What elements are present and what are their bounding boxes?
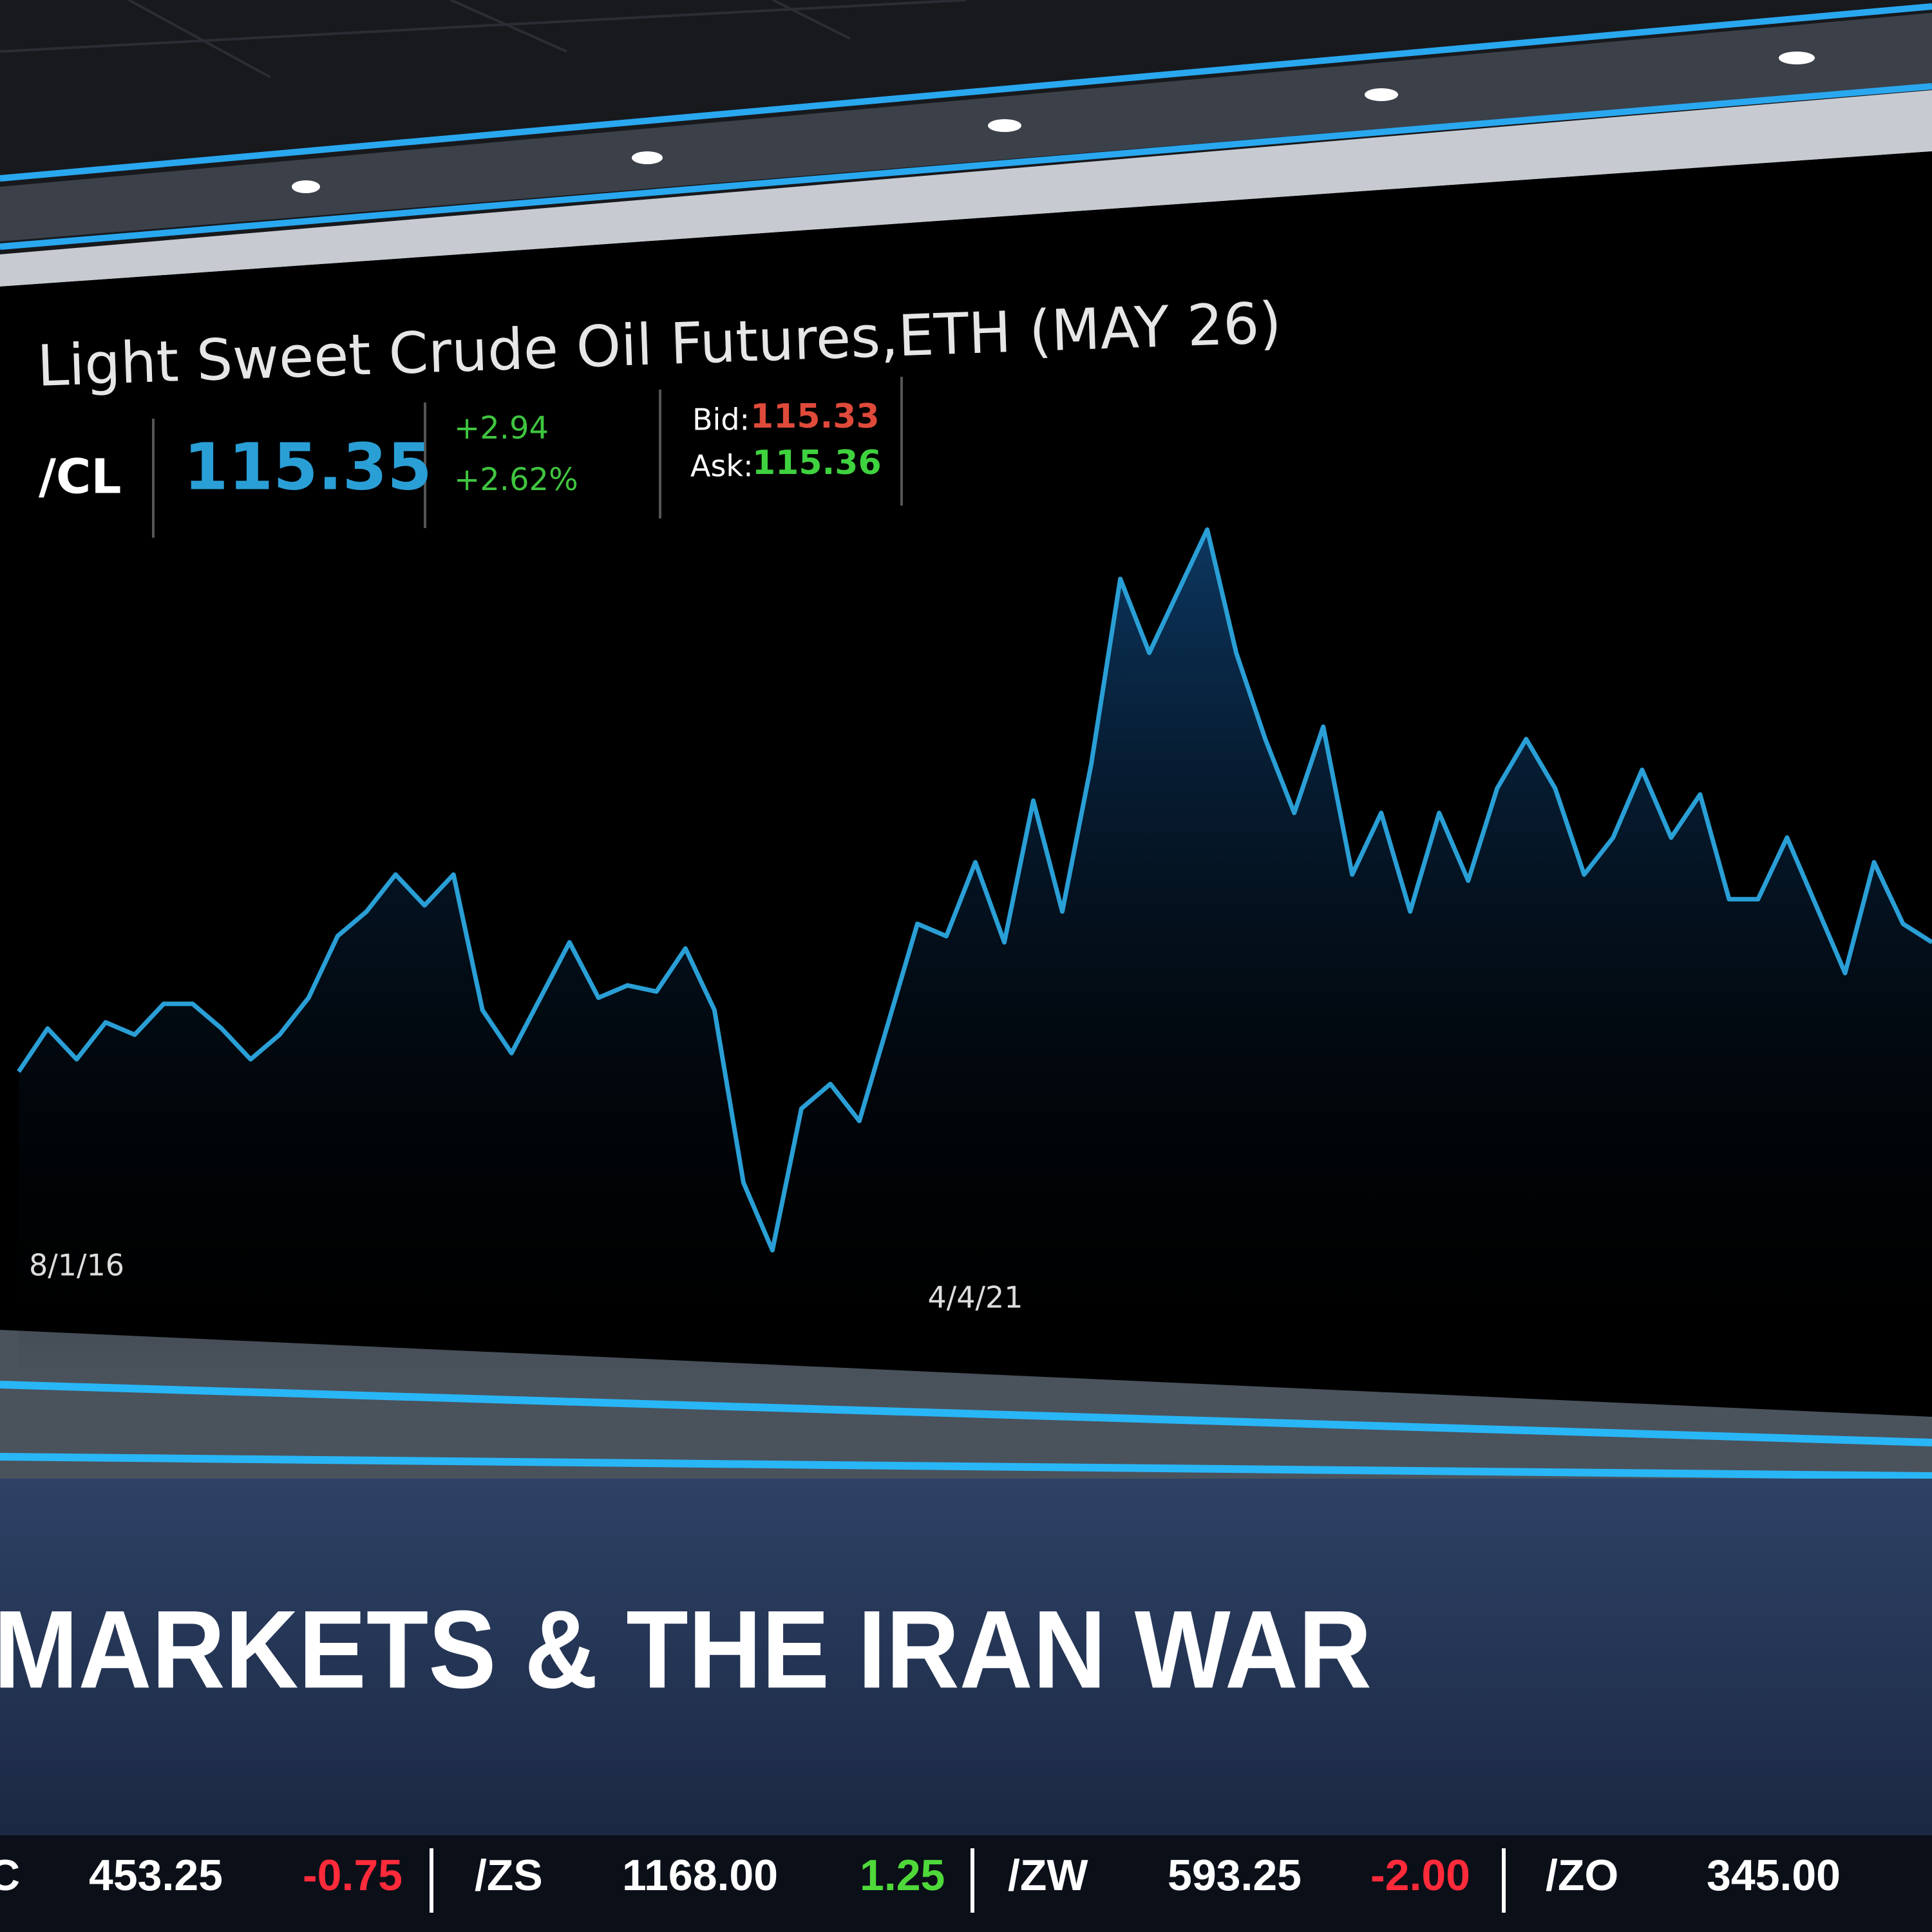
ticker-price: 1168.00: [622, 1851, 778, 1900]
percent-change: +2.62%: [454, 462, 578, 498]
bid-label: Bid:: [692, 402, 750, 437]
lower-third: [0, 1479, 1932, 1835]
chart: 8/1/16 4/4/21: [17, 527, 1932, 1385]
light-strip: [0, 1453, 1932, 1480]
ask-label: Ask:: [690, 449, 753, 484]
light-strip: [0, 3, 1932, 182]
ticker: C 453.25 -0.75/ZS 1168.00 1.25/ZW 593.25 -2.00…: [0, 1848, 1841, 1913]
ticker-symbol: /ZW: [1008, 1851, 1088, 1900]
light-strip: [0, 83, 1932, 250]
headline: MARKETS & THE IRAN WAR: [0, 1587, 1372, 1711]
area: [19, 529, 1932, 1385]
ticker-symbol: /ZO: [1546, 1851, 1618, 1900]
ticker-change: 1.25: [860, 1851, 945, 1900]
ceiling-lights: [292, 52, 1815, 193]
ticker-change: -0.75: [303, 1851, 402, 1900]
ticker-bar: [0, 1835, 1932, 1932]
quote-dividers: [152, 377, 903, 538]
screen-frame: [0, 90, 1932, 287]
x-tick-label: 8/1/16: [29, 1248, 124, 1283]
price-line: [17, 527, 1932, 1253]
symbol: /CL: [39, 450, 122, 505]
ticker-price: 593.25: [1168, 1851, 1302, 1900]
ceiling-grid: [0, 0, 967, 79]
last-price: 115.35: [184, 429, 432, 504]
net-change: +2.94: [454, 410, 549, 446]
ticker-change: -2.00: [1370, 1851, 1470, 1900]
light-strip: [0, 1381, 1932, 1446]
x-tick-label: 4/4/21: [927, 1280, 1023, 1314]
ceiling-band: [0, 13, 1932, 242]
ticker-price: 453.25: [89, 1851, 223, 1900]
ticker-symbol: C: [0, 1851, 20, 1900]
ticker-price: 345.00: [1707, 1851, 1841, 1900]
bid: 115.33: [750, 397, 880, 436]
ask: 115.36: [752, 444, 882, 482]
ticker-symbol: /ZS: [475, 1851, 543, 1900]
